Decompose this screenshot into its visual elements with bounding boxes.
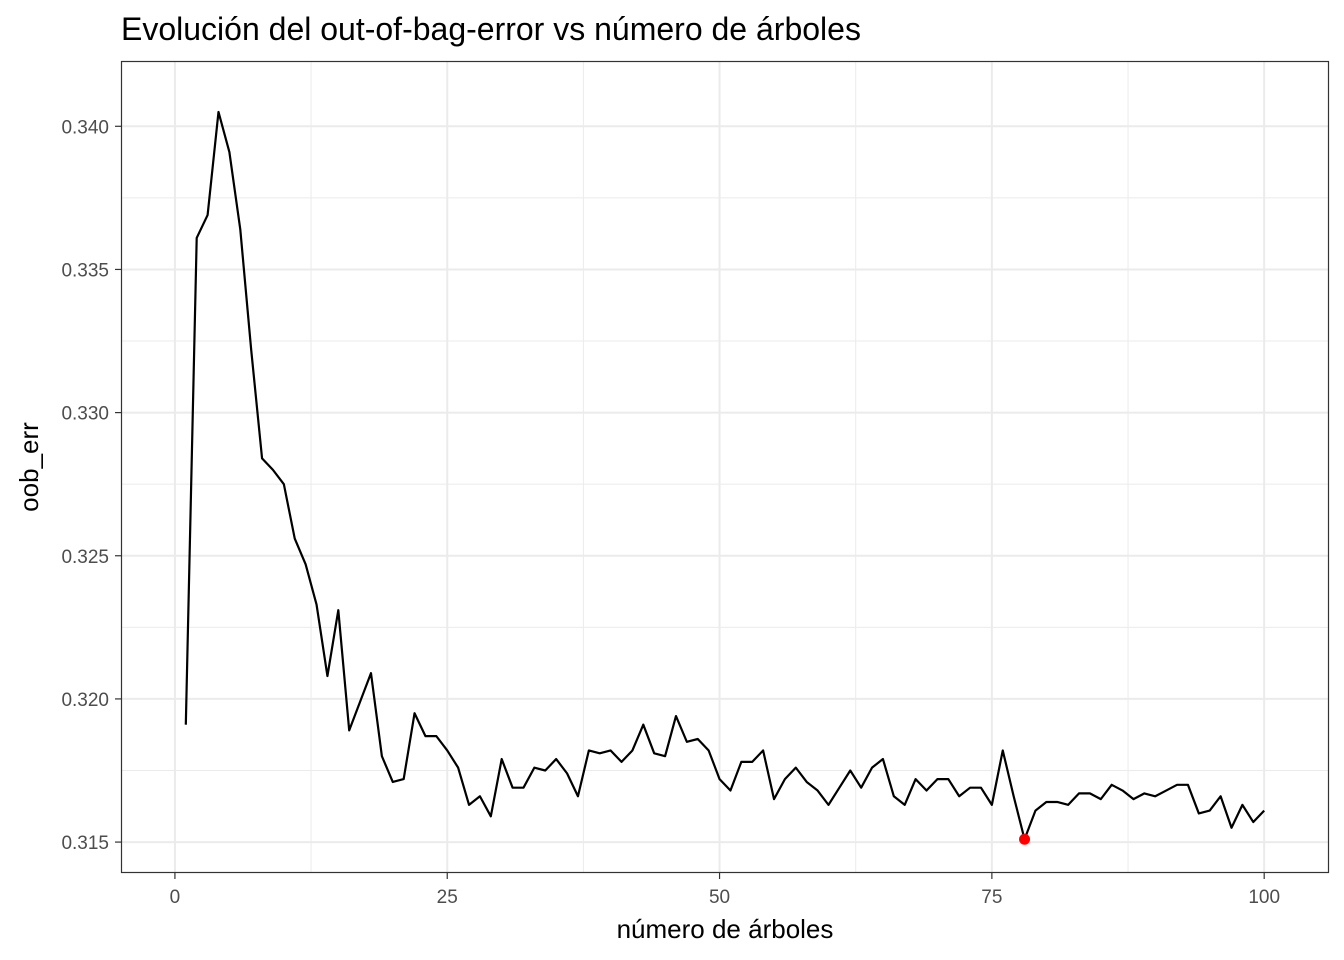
- highlight-layer: [1019, 833, 1031, 845]
- plot-background: [121, 61, 1329, 873]
- y-tick-label: 0.330: [61, 404, 109, 425]
- series-layer: [184, 110, 1265, 841]
- y-tick-label: 0.340: [61, 117, 109, 138]
- x-axis-ticks: 0 25 50 75 100: [170, 873, 1280, 908]
- x-tick-label: 75: [981, 887, 1002, 908]
- minor-gridlines: [121, 61, 1329, 873]
- x-axis-title: número de árboles: [617, 914, 834, 944]
- y-tick-label: 0.320: [61, 690, 109, 711]
- y-tick-label: 0.325: [61, 547, 109, 568]
- y-axis-ticks: 0.315 0.320 0.325 0.330 0.335 0.340: [61, 117, 121, 854]
- y-axis-title: oob_err: [14, 422, 44, 512]
- x-tick-label: 0: [170, 887, 181, 908]
- x-tick-label: 50: [709, 887, 730, 908]
- x-tick-label: 100: [1248, 887, 1280, 908]
- major-gridlines: [121, 61, 1329, 873]
- plot-border: [120, 60, 1330, 874]
- min-error-point: [1019, 833, 1031, 845]
- y-tick-label: 0.335: [61, 260, 109, 281]
- x-tick-label: 25: [437, 887, 458, 908]
- series-line: [184, 110, 1265, 841]
- chart-title: Evolución del out-of-bag-error vs número…: [121, 11, 861, 47]
- y-tick-label: 0.315: [61, 833, 109, 854]
